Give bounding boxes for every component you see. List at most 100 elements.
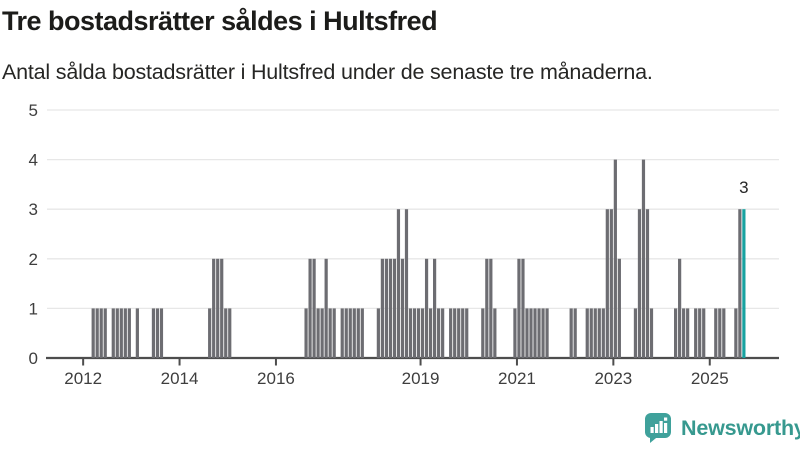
bar bbox=[541, 308, 545, 358]
bar bbox=[91, 308, 95, 358]
chart-title: Tre bostadsrätter såldes i Hultsfred bbox=[2, 6, 438, 36]
bar bbox=[135, 308, 139, 358]
y-tick-label: 4 bbox=[29, 151, 38, 170]
bar bbox=[734, 308, 738, 358]
bar bbox=[481, 308, 485, 358]
bar bbox=[123, 308, 127, 358]
bar bbox=[396, 209, 401, 358]
bar bbox=[465, 308, 469, 358]
bar bbox=[312, 258, 316, 358]
bar bbox=[441, 308, 445, 358]
x-tick-label: 2021 bbox=[498, 369, 536, 388]
bar bbox=[320, 308, 324, 358]
y-tick-label: 3 bbox=[29, 200, 38, 219]
bar bbox=[360, 308, 364, 358]
bar bbox=[119, 308, 123, 358]
y-tick-label: 0 bbox=[29, 349, 38, 368]
bar bbox=[537, 308, 541, 358]
bar bbox=[352, 308, 356, 358]
bar bbox=[525, 308, 529, 358]
bar bbox=[702, 308, 706, 358]
bar bbox=[593, 308, 597, 358]
bar bbox=[416, 308, 421, 358]
x-tick-label: 2014 bbox=[161, 369, 199, 388]
bar bbox=[649, 308, 654, 358]
bar bbox=[617, 258, 621, 358]
bar bbox=[376, 308, 380, 358]
x-tick-label: 2019 bbox=[402, 369, 440, 388]
bar bbox=[99, 308, 103, 358]
bar bbox=[682, 308, 686, 358]
bar bbox=[678, 258, 682, 358]
bar bbox=[424, 258, 429, 358]
bar bbox=[420, 308, 425, 358]
bar bbox=[151, 308, 156, 358]
bar bbox=[601, 308, 605, 358]
bar bbox=[637, 209, 642, 358]
bar bbox=[493, 308, 497, 358]
bar bbox=[384, 258, 389, 358]
bar bbox=[228, 308, 232, 358]
newsworthy-icon bbox=[645, 413, 671, 443]
bar bbox=[115, 308, 119, 358]
x-tick-label: 2025 bbox=[691, 369, 729, 388]
bar bbox=[328, 308, 332, 358]
bar bbox=[613, 159, 617, 358]
bar bbox=[533, 308, 537, 358]
bar bbox=[103, 308, 107, 358]
bar bbox=[159, 308, 164, 358]
x-tick-label: 2023 bbox=[594, 369, 632, 388]
bar bbox=[597, 308, 601, 358]
bar bbox=[645, 209, 650, 358]
bar bbox=[428, 308, 433, 358]
y-tick-label: 2 bbox=[29, 250, 38, 269]
bar bbox=[380, 258, 384, 358]
bar bbox=[609, 209, 613, 358]
bar bbox=[433, 258, 437, 358]
bar bbox=[308, 258, 312, 358]
x-tick-label: 2016 bbox=[257, 369, 295, 388]
bar bbox=[111, 308, 115, 358]
y-tick-label: 1 bbox=[29, 299, 38, 318]
bar bbox=[155, 308, 160, 358]
bar bbox=[529, 308, 533, 358]
bar bbox=[605, 209, 609, 358]
bar bbox=[718, 308, 722, 358]
bar bbox=[316, 308, 320, 358]
bar bbox=[453, 308, 457, 358]
bar bbox=[404, 209, 409, 358]
bar bbox=[412, 308, 417, 358]
bar bbox=[344, 308, 348, 358]
bar bbox=[224, 308, 228, 358]
bar bbox=[348, 308, 352, 358]
bar bbox=[633, 308, 638, 358]
bar bbox=[589, 308, 593, 358]
bar bbox=[400, 258, 405, 358]
bar bbox=[324, 258, 328, 358]
bar bbox=[714, 308, 718, 358]
bar bbox=[513, 308, 517, 358]
bar bbox=[388, 258, 393, 358]
bar bbox=[127, 308, 131, 358]
bar bbox=[340, 308, 344, 358]
newsworthy-logo[interactable]: Newsworthy bbox=[643, 411, 800, 445]
bar bbox=[738, 209, 742, 358]
x-tick-label: 2012 bbox=[64, 369, 102, 388]
bar bbox=[517, 258, 521, 358]
bar bbox=[356, 308, 360, 358]
bar bbox=[686, 308, 690, 358]
bar bbox=[449, 308, 453, 358]
newsworthy-wordmark: Newsworthy bbox=[681, 415, 800, 440]
bar bbox=[437, 308, 441, 358]
latest-value-label: 3 bbox=[739, 178, 748, 197]
y-tick-label: 5 bbox=[29, 101, 38, 120]
bar bbox=[457, 308, 461, 358]
bar bbox=[694, 308, 698, 358]
bar bbox=[641, 159, 646, 358]
bar bbox=[216, 258, 220, 358]
bar bbox=[332, 308, 336, 358]
bar bbox=[674, 308, 678, 358]
bar bbox=[220, 258, 224, 358]
bar bbox=[485, 258, 489, 358]
